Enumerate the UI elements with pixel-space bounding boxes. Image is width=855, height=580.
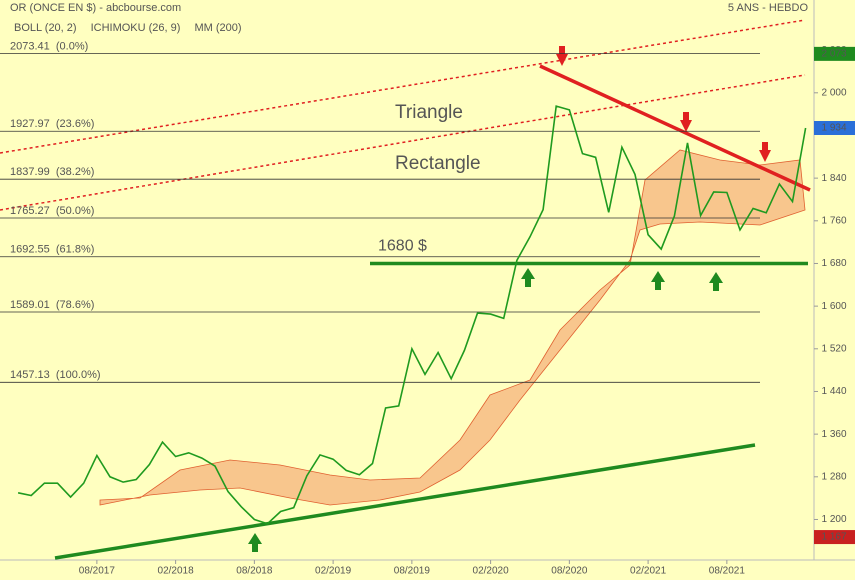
x-tick-label: 08/2021 — [709, 566, 746, 577]
x-tick-label: 02/2019 — [315, 566, 352, 577]
down-arrows — [556, 46, 771, 162]
x-tick-label: 02/2020 — [473, 566, 510, 577]
chart-title: OR (ONCE EN $) - abcbourse.com — [10, 2, 181, 14]
price-badge-label: 1 167 — [821, 532, 846, 543]
y-tick-label: 1 840 — [821, 173, 846, 184]
legend-entry: BOLL (20, 2) — [14, 22, 77, 34]
price-badge — [814, 46, 855, 61]
fib-label: 1692.55 (61.8%) — [10, 244, 94, 256]
y-tick-label: 2 000 — [821, 87, 846, 98]
support-label: 1680 $ — [378, 238, 427, 255]
y-tick-label: 1 760 — [821, 215, 846, 226]
price-badge-label: 2 073 — [821, 49, 846, 60]
fib-label: 1927.97 (23.6%) — [10, 118, 94, 130]
y-tick-label: 1 280 — [821, 471, 846, 482]
fib-label: 1765.27 (50.0%) — [10, 205, 94, 217]
x-tick-label: 02/2021 — [630, 566, 667, 577]
y-tick-label: 1 440 — [821, 386, 846, 397]
annotation: Triangle — [395, 102, 463, 123]
y-tick-label: 1 520 — [821, 343, 846, 354]
fib-label: 2073.41 (0.0%) — [10, 41, 88, 53]
legend-entry: MM (200) — [194, 22, 241, 34]
x-tick-label: 02/2018 — [158, 566, 195, 577]
fib-label: 1457.13 (100.0%) — [10, 369, 101, 381]
fib-label: 1589.01 (78.6%) — [10, 299, 94, 311]
triangle-line — [539, 64, 811, 192]
chart-subtitle: 5 ANS - HEBDO — [728, 2, 809, 14]
y-tick-label: 1 680 — [821, 258, 846, 269]
up-arrows — [248, 268, 723, 552]
channel-line — [0, 74, 806, 211]
fib-label: 1837.99 (38.2%) — [10, 166, 94, 178]
ichimoku-cloud — [99, 149, 806, 506]
y-tick-label: 1 360 — [821, 429, 846, 440]
x-tick-label: 08/2020 — [551, 566, 588, 577]
price-badge — [814, 530, 855, 545]
price-badge-label: 1 934 — [821, 123, 846, 134]
annotation: Rectangle — [395, 153, 481, 174]
y-tick-label: 1 200 — [821, 514, 846, 525]
channel-line — [0, 19, 806, 154]
price-line — [17, 105, 807, 525]
support-trend-line — [54, 443, 756, 560]
price-badge — [814, 121, 855, 135]
x-tick-label: 08/2018 — [236, 566, 273, 577]
x-tick-label: 08/2019 — [394, 566, 431, 577]
legend-entry: ICHIMOKU (26, 9) — [91, 22, 181, 34]
x-tick-label: 08/2017 — [79, 566, 116, 577]
y-tick-label: 1 600 — [821, 301, 846, 312]
